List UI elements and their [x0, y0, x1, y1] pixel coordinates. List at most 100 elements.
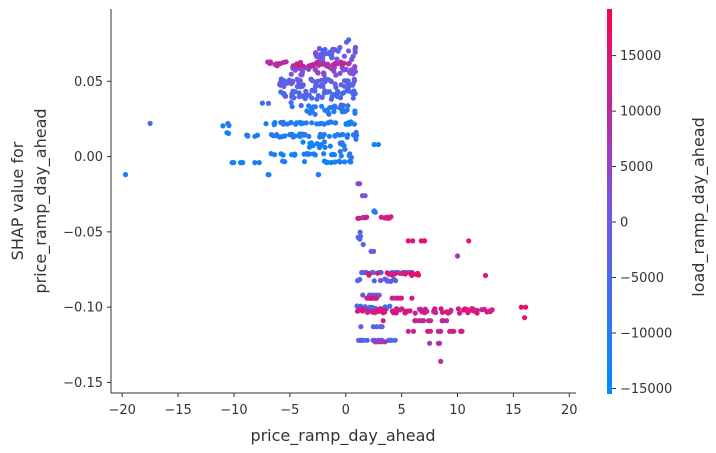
data-point — [319, 103, 325, 109]
data-point — [439, 309, 446, 315]
data-point — [384, 215, 391, 221]
data-point — [407, 308, 413, 314]
data-point — [389, 295, 395, 301]
data-point — [271, 120, 277, 127]
data-point — [431, 309, 437, 315]
data-point — [240, 160, 246, 166]
data-point — [301, 159, 308, 165]
data-point — [427, 328, 434, 334]
data-point — [435, 328, 441, 334]
data-point — [359, 193, 365, 199]
data-point — [326, 111, 332, 117]
data-point — [357, 276, 363, 283]
data-point — [327, 105, 333, 111]
y-tick-label: −0.05 — [63, 225, 103, 240]
y-tick-label: 0.00 — [74, 150, 103, 165]
data-point — [342, 108, 348, 115]
data-point — [321, 60, 327, 66]
data-point — [377, 277, 384, 284]
data-point — [328, 96, 334, 102]
data-point — [298, 102, 304, 109]
data-point — [281, 78, 287, 84]
data-point — [288, 99, 294, 106]
data-point — [346, 37, 352, 43]
data-point — [304, 108, 310, 114]
data-point — [315, 78, 321, 84]
data-point — [333, 84, 339, 90]
data-point — [409, 295, 415, 301]
data-point — [326, 133, 332, 139]
data-point — [317, 60, 323, 66]
data-point — [333, 72, 339, 78]
data-point — [410, 328, 417, 334]
data-point — [518, 304, 524, 310]
scatter-points — [122, 37, 529, 364]
colorbar-tick-label: 0 — [620, 216, 628, 231]
data-point — [420, 309, 426, 315]
data-point — [322, 88, 328, 94]
data-point — [284, 121, 291, 127]
data-point — [307, 151, 313, 157]
data-point — [330, 92, 336, 98]
data-point — [416, 318, 422, 324]
data-point — [318, 142, 324, 148]
data-point — [412, 310, 418, 316]
data-point — [288, 71, 294, 77]
data-point — [352, 64, 358, 70]
data-point — [290, 79, 296, 85]
data-point — [306, 63, 312, 69]
data-point — [252, 133, 258, 139]
data-point — [352, 46, 358, 53]
data-point — [299, 93, 305, 99]
data-point — [332, 159, 338, 165]
data-point — [523, 304, 529, 310]
data-point — [309, 108, 315, 114]
data-point — [357, 337, 363, 343]
data-point — [321, 70, 327, 76]
data-point — [380, 318, 386, 324]
data-point — [358, 324, 364, 330]
data-point — [348, 159, 354, 165]
data-point — [326, 77, 332, 83]
data-point — [371, 278, 377, 284]
data-point — [341, 159, 348, 165]
data-point — [335, 48, 341, 54]
data-point — [402, 310, 408, 316]
data-point — [283, 93, 289, 99]
data-point — [438, 358, 444, 364]
data-point — [244, 132, 250, 138]
data-point — [360, 214, 366, 221]
data-point — [231, 160, 237, 166]
data-point — [147, 120, 153, 126]
data-point — [301, 132, 307, 138]
data-point — [334, 56, 340, 62]
data-point — [282, 159, 288, 165]
data-point — [268, 151, 274, 157]
data-point — [366, 272, 372, 278]
data-point — [278, 151, 284, 157]
data-point — [381, 309, 387, 315]
data-point — [327, 143, 333, 149]
data-point — [289, 91, 295, 97]
data-point — [371, 141, 377, 148]
data-point — [370, 324, 376, 330]
data-point — [298, 121, 304, 127]
colorbar-tick-label: −5000 — [620, 271, 664, 286]
data-point — [321, 121, 327, 127]
data-point — [290, 63, 296, 69]
data-point — [345, 103, 351, 109]
data-point — [522, 315, 528, 321]
data-point — [343, 121, 349, 127]
data-point — [337, 159, 343, 165]
data-point — [435, 340, 441, 346]
data-point — [347, 69, 353, 75]
data-point — [309, 78, 315, 84]
data-point — [415, 272, 422, 278]
data-point — [299, 69, 306, 75]
data-point — [315, 172, 321, 178]
data-point — [289, 104, 295, 110]
y-ticks: 0.05 0.00 −0.05 −0.10 −0.15 — [63, 75, 111, 391]
data-point — [370, 269, 376, 276]
data-point — [364, 337, 370, 343]
